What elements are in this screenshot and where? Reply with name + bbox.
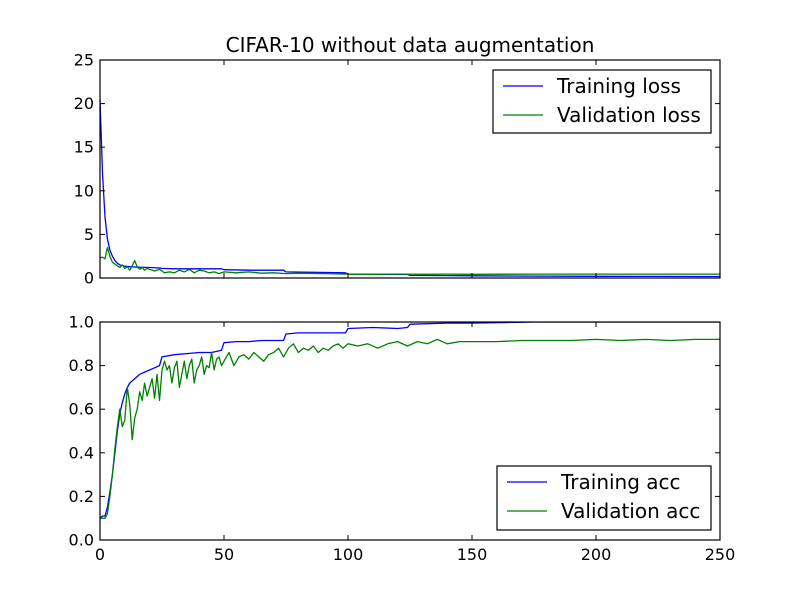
loss-y-tick-label: 5	[84, 225, 94, 244]
loss-y-tick-label: 0	[84, 269, 94, 288]
loss-y-tick-label: 10	[74, 181, 94, 200]
acc-x-tick-label: 200	[581, 545, 612, 564]
loss-y-tick-label: 25	[74, 51, 94, 70]
acc-y-tick-label: 0.6	[69, 400, 94, 419]
acc-x-tick-label: 50	[214, 545, 234, 564]
acc-y-tick-label: 1.0	[69, 313, 94, 332]
chart-title: CIFAR-10 without data augmentation	[226, 33, 595, 57]
acc-legend-box	[496, 465, 712, 531]
acc-x-tick-label: 250	[705, 545, 736, 564]
acc-y-tick-label: 0.8	[69, 356, 94, 375]
loss-legend: Training loss Validation loss	[492, 69, 712, 134]
acc-x-tick-label: 150	[457, 545, 488, 564]
acc-x-tick-label: 100	[333, 545, 364, 564]
acc-y-tick-label: 0.2	[69, 487, 94, 506]
acc-series-validation-acc	[100, 338, 720, 519]
loss-series-validation-loss	[100, 246, 720, 275]
acc-legend-label: Validation acc	[561, 499, 700, 523]
acc-y-tick-label: 0.4	[69, 443, 94, 462]
acc-legend: Training acc Validation acc	[496, 465, 712, 531]
loss-axes: 0 5 10 15 20 25 Training loss Validation loss	[74, 51, 721, 288]
loss-legend-label: Validation loss	[557, 103, 701, 127]
loss-y-tick-label: 15	[74, 138, 94, 157]
loss-legend-box	[492, 69, 712, 134]
acc-y-tick-label: 0.0	[69, 531, 94, 550]
acc-legend-label: Training acc	[560, 470, 681, 494]
acc-axes-frame	[99, 321, 721, 541]
loss-axes-frame	[99, 59, 721, 279]
loss-y-tick-label: 20	[74, 94, 94, 113]
accuracy-axes: 0 50 100 150 200 250 0.0 0.2 0.4 0.6 0.8 1.0 Trainin…	[69, 313, 736, 565]
loss-legend-label: Training loss	[556, 74, 681, 98]
loss-series-training-loss	[100, 99, 720, 278]
acc-x-tick-label: 0	[95, 545, 105, 564]
